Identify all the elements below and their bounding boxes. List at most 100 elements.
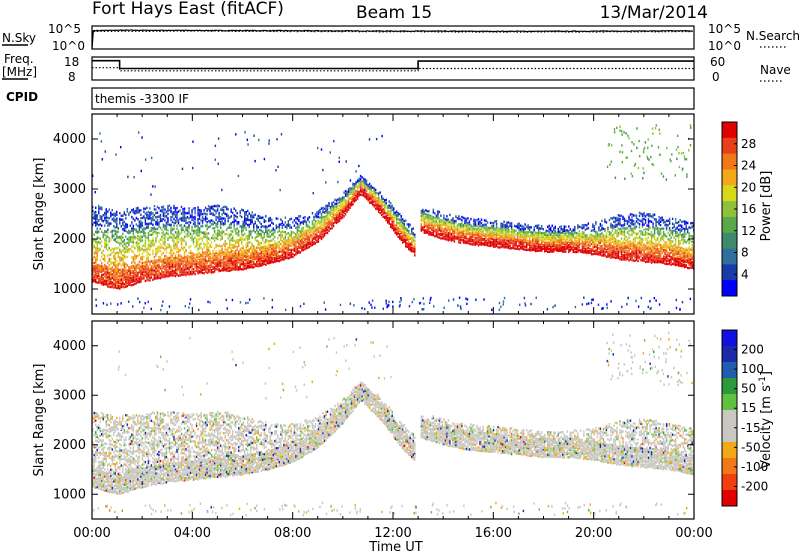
power-cell xyxy=(458,229,460,233)
power-cell xyxy=(123,247,126,250)
power-cell xyxy=(98,240,100,244)
power-cell xyxy=(432,208,435,212)
power-cell xyxy=(408,235,410,239)
power-cell xyxy=(266,249,269,253)
power-cell xyxy=(161,231,163,235)
power-cell xyxy=(290,232,293,235)
power-cell xyxy=(197,240,199,243)
power-cell xyxy=(185,268,187,271)
power-cell xyxy=(583,223,585,227)
power-cell xyxy=(141,247,144,251)
power-cell xyxy=(165,223,168,226)
power-cell xyxy=(230,259,232,262)
power-cell xyxy=(180,243,183,247)
power-cell xyxy=(399,235,401,239)
nsearch-top-tick: 10^5 xyxy=(708,22,741,36)
power-cell xyxy=(491,242,493,245)
power-cell xyxy=(626,241,629,244)
power-cell xyxy=(284,253,287,256)
freq-nave-strip: Freq. [MHz] 18 8 60 0 Nave xyxy=(2,52,791,84)
power-cell xyxy=(183,216,186,220)
power-cell xyxy=(240,257,243,260)
power-cell xyxy=(197,208,199,212)
power-cell xyxy=(498,236,501,239)
power-cell xyxy=(250,259,252,263)
power-cell xyxy=(126,284,129,288)
power-cell xyxy=(525,245,528,249)
power-cell xyxy=(231,263,234,266)
power-cell xyxy=(528,228,531,232)
power-cell xyxy=(617,248,620,251)
power-cell xyxy=(329,210,332,213)
power-cell xyxy=(349,204,351,207)
power-cell xyxy=(244,254,246,257)
power-cell xyxy=(260,216,262,220)
power-cell xyxy=(569,241,572,245)
power-cell xyxy=(479,220,481,224)
power-cell xyxy=(192,240,195,244)
power-cell xyxy=(188,267,190,271)
power-cell xyxy=(601,238,603,242)
power-cell xyxy=(165,228,168,231)
power-cell xyxy=(349,197,351,200)
power-cell xyxy=(167,229,169,232)
power-cell xyxy=(515,229,517,232)
power-cell xyxy=(198,265,201,268)
power-cell xyxy=(171,220,174,224)
power-cell xyxy=(245,235,247,238)
power-cell xyxy=(308,245,311,249)
power-cell xyxy=(631,229,633,232)
power-cell xyxy=(447,234,450,237)
power-cell xyxy=(581,227,584,230)
power-cell xyxy=(519,231,522,234)
power-cell xyxy=(272,228,275,232)
power-cell xyxy=(394,213,396,217)
power-cell xyxy=(361,188,363,191)
power-cell xyxy=(176,206,178,210)
power-cell xyxy=(143,264,145,268)
power-cell xyxy=(595,245,597,248)
power-cell xyxy=(101,206,103,209)
power-cell xyxy=(547,235,549,239)
power-cell xyxy=(364,185,366,189)
power-cell xyxy=(408,223,410,226)
power-cell xyxy=(248,256,250,260)
power-cell xyxy=(534,233,537,236)
power-cell xyxy=(114,226,117,229)
power-cell xyxy=(146,206,148,209)
power-cell xyxy=(164,215,166,218)
power-cell xyxy=(128,281,130,285)
power-cell xyxy=(111,247,114,250)
power-cell xyxy=(141,224,144,227)
power-cell xyxy=(146,270,148,273)
power-cell xyxy=(379,191,381,194)
power-cell xyxy=(146,267,148,271)
power-cell xyxy=(604,250,606,254)
power-cell xyxy=(215,250,217,253)
power-cell xyxy=(485,233,487,236)
power-cell xyxy=(253,215,255,219)
power-cell xyxy=(156,247,159,251)
power-cell xyxy=(107,210,109,213)
power-cell xyxy=(253,253,255,257)
power-cell xyxy=(155,211,157,215)
power-cell xyxy=(164,227,166,231)
power-cell xyxy=(347,198,350,202)
power-cell xyxy=(171,233,174,236)
power-cell xyxy=(386,210,389,213)
power-cell xyxy=(110,271,112,275)
power-cell xyxy=(116,268,118,272)
power-cell xyxy=(137,206,139,210)
power-cell xyxy=(397,232,399,235)
power-cell xyxy=(335,207,338,211)
power-cell xyxy=(197,206,199,209)
power-cell xyxy=(215,222,217,226)
power-cell xyxy=(137,238,139,241)
power-cell xyxy=(135,209,138,213)
power-cell xyxy=(188,207,190,210)
power-cell xyxy=(95,258,97,261)
power-cell xyxy=(120,282,123,285)
power-cell xyxy=(156,221,159,224)
power-cell xyxy=(189,270,192,274)
power-cell xyxy=(316,227,318,231)
